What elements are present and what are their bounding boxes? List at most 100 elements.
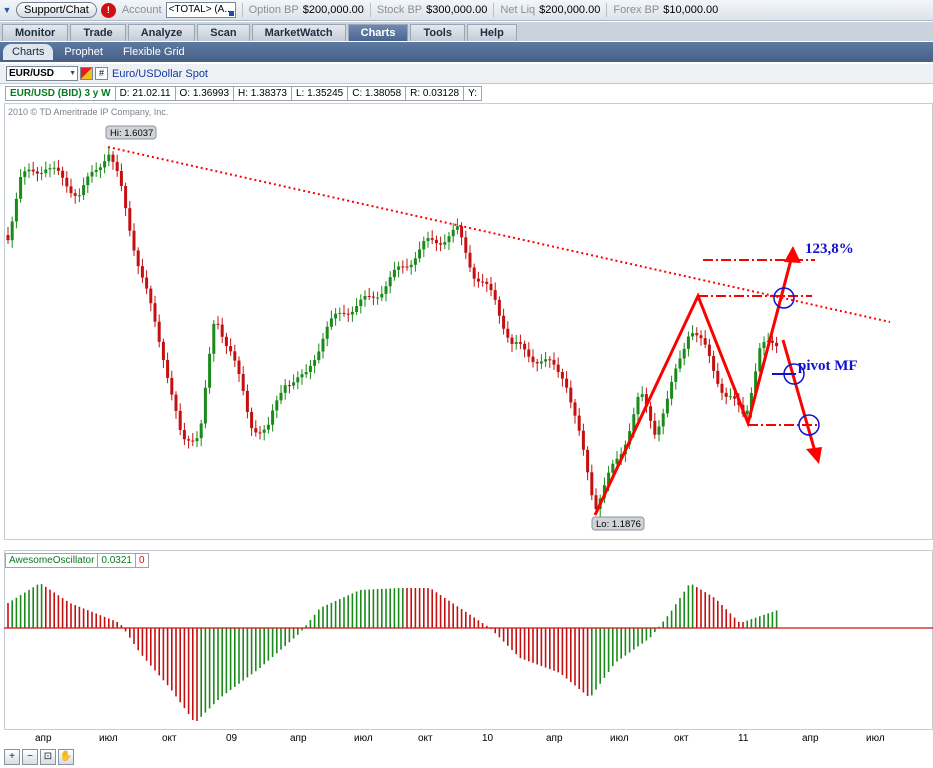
candle-body [472, 267, 476, 279]
zoom-out-icon[interactable]: − [22, 749, 38, 765]
candle-body [749, 392, 753, 411]
candle-body [69, 186, 73, 194]
candle-body [481, 281, 485, 283]
subtab-prophet[interactable]: Prophet [64, 46, 103, 58]
candle-body [670, 381, 674, 399]
candle-body [275, 400, 279, 411]
candle-body [447, 236, 451, 243]
candle-body [691, 333, 695, 337]
symbol-bar: EUR/USD # Euro/USDollar Spot [0, 64, 933, 84]
candle-body [157, 321, 161, 342]
candle-body [40, 173, 44, 175]
candle-body [703, 338, 707, 345]
candle-body [506, 328, 510, 338]
candle-body [149, 288, 153, 304]
tab-scan[interactable]: Scan [197, 24, 250, 41]
candle-body [460, 226, 464, 238]
account-select[interactable]: <TOTAL> (A... [165, 2, 236, 18]
candle-body [657, 426, 661, 435]
candle-body [258, 432, 262, 434]
oscillator-name[interactable]: AwesomeOscillator [5, 553, 99, 568]
chart-style-icon[interactable] [80, 67, 93, 80]
candle-body [376, 297, 380, 299]
candle-body [287, 385, 291, 387]
tab-analyze[interactable]: Analyze [127, 24, 196, 41]
candle-body [560, 371, 564, 379]
down-arrow-head [806, 447, 822, 464]
candle-body [510, 337, 514, 344]
candle-body [552, 359, 556, 365]
candle-body [98, 167, 102, 171]
candle-body [607, 472, 611, 486]
candle-body [699, 335, 703, 339]
ohlc-range: R: 0.03128 [406, 86, 465, 101]
candle-body [10, 221, 14, 241]
candle-body [455, 226, 459, 230]
candle-body [140, 266, 144, 278]
ohlc-close: C: 1.38058 [348, 86, 407, 101]
candle-body [313, 360, 317, 366]
pivot-label: pivot MF [798, 358, 858, 374]
downtrend-line [107, 146, 891, 323]
candle-body [426, 238, 430, 242]
support-chat-button[interactable]: Support/Chat [16, 2, 97, 18]
lo-badge [591, 516, 645, 531]
candle-body [401, 266, 405, 268]
candle-body [124, 186, 128, 209]
tab-charts[interactable]: Charts [347, 24, 409, 41]
candle-body [237, 360, 241, 375]
series-label[interactable]: EUR/USD (BID) 3 y W [5, 86, 116, 101]
candle-body [220, 324, 224, 337]
subtab-flexible-grid[interactable]: Flexible Grid [122, 46, 185, 58]
candle-body [224, 336, 228, 347]
tab-tools[interactable]: Tools [410, 24, 465, 41]
candle-body [531, 356, 535, 363]
account-label: Account [121, 4, 162, 16]
candle-body [397, 266, 401, 270]
hi-badge [105, 125, 157, 140]
candle-body [262, 429, 266, 433]
net-liq-label: Net Liq [500, 4, 536, 16]
account-bar: ▼ Support/Chat ! Account <TOTAL> (A... O… [0, 0, 933, 21]
candle-body [241, 374, 245, 391]
pan-hand-icon[interactable]: ✋ [58, 749, 74, 765]
zoom-in-icon[interactable]: + [4, 749, 20, 765]
divider [493, 3, 495, 17]
main-tab-bar: Monitor Trade Analyze Scan MarketWatch C… [0, 22, 933, 41]
x-axis-label: 09 [226, 733, 238, 744]
symbol-input[interactable]: EUR/USD [6, 66, 78, 81]
candle-body [548, 359, 552, 361]
candle-body [56, 167, 60, 171]
candle-body [413, 258, 417, 265]
candle-body [300, 374, 304, 378]
candle-body [682, 348, 686, 359]
tab-trade[interactable]: Trade [70, 24, 126, 41]
candle-body [745, 410, 749, 415]
candle-body [493, 290, 497, 300]
menu-arrow-icon[interactable]: ▼ [2, 5, 12, 15]
candle-body [628, 431, 632, 445]
stock-bp-label: Stock BP [376, 4, 423, 16]
zoom-fit-icon[interactable]: ⊡ [40, 749, 56, 765]
tab-marketwatch[interactable]: MarketWatch [251, 24, 346, 41]
x-axis-label: апр [802, 733, 819, 744]
hash-button[interactable]: # [95, 67, 108, 80]
candle-body [380, 293, 384, 298]
tab-help[interactable]: Help [466, 24, 517, 41]
candle-body [502, 315, 506, 329]
candle-body [350, 311, 354, 315]
tab-monitor[interactable]: Monitor [2, 24, 69, 41]
candle-body [636, 396, 640, 415]
candle-body [468, 252, 472, 268]
candle-body [103, 161, 107, 168]
candle-body [577, 415, 581, 431]
subtab-charts[interactable]: Charts [3, 44, 54, 60]
candle-body [392, 269, 396, 278]
ohlc-bar: EUR/USD (BID) 3 y W D: 21.02.11 O: 1.369… [5, 86, 482, 101]
alert-icon[interactable]: ! [100, 2, 116, 18]
candle-body [94, 170, 98, 172]
candle-body [35, 171, 39, 174]
net-liq-value: $200,000.00 [539, 4, 601, 16]
candle-body [19, 176, 23, 199]
